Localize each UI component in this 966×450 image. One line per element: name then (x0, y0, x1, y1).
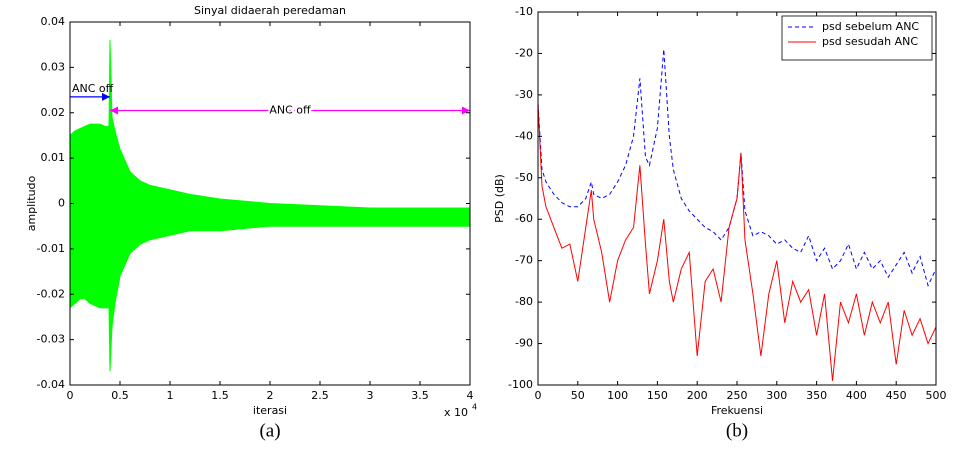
y-tick-label: -100 (508, 378, 533, 391)
arrow-head (110, 106, 118, 115)
y-tick-label: -30 (515, 88, 533, 101)
x-scale-label: x 10 (444, 406, 468, 419)
signal-area (70, 40, 470, 372)
y-tick-label: -50 (515, 171, 533, 184)
y-tick-label: -0.02 (37, 287, 65, 300)
y-tick-label: -10 (515, 5, 533, 18)
caption: (a) (259, 420, 280, 441)
x-tick-label: 1.5 (211, 389, 229, 402)
x-tick-label: 200 (687, 389, 708, 402)
y-tick-label: 0.02 (41, 106, 66, 119)
legend-label: psd sesudah ANC (822, 35, 918, 48)
caption: (b) (726, 420, 748, 441)
y-tick-label: -40 (515, 129, 533, 142)
x-tick-label: 1 (167, 389, 174, 402)
arrow-head (102, 92, 110, 101)
y-tick-label: -0.01 (37, 242, 65, 255)
x-tick-label: 0 (535, 389, 542, 402)
y-tick-label: -60 (515, 212, 533, 225)
legend-label: psd sebelum ANC (822, 20, 919, 33)
x-tick-label: 450 (886, 389, 907, 402)
y-tick-label: 0.03 (41, 60, 66, 73)
x-axis-label: iterasi (253, 404, 287, 417)
y-tick-label: -90 (515, 337, 533, 350)
x-tick-label: 50 (571, 389, 585, 402)
arrow-head (462, 106, 470, 115)
x-tick-label: 2 (267, 389, 274, 402)
x-tick-label: 2.5 (311, 389, 329, 402)
x-tick-label: 150 (647, 389, 668, 402)
y-axis-label: PSD (dB) (493, 174, 506, 223)
x-tick-label: 0.5 (111, 389, 129, 402)
x-tick-label: 400 (846, 389, 867, 402)
x-tick-label: 100 (607, 389, 628, 402)
chart-title: Sinyal didaerah peredaman (194, 4, 346, 17)
y-tick-label: 0 (58, 197, 65, 210)
x-tick-label: 300 (766, 389, 787, 402)
annotation-text: ANC off (269, 103, 311, 116)
x-scale-exp: 4 (472, 403, 477, 412)
x-tick-label: 4 (467, 389, 474, 402)
x-tick-label: 250 (727, 389, 748, 402)
y-tick-label: -0.03 (37, 333, 65, 346)
x-axis-label: Frekuensi (711, 404, 763, 417)
x-tick-label: 3 (367, 389, 374, 402)
x-tick-label: 0 (67, 389, 74, 402)
y-tick-label: 0.01 (41, 151, 66, 164)
x-tick-label: 350 (806, 389, 827, 402)
legend-box (781, 15, 933, 61)
y-tick-label: -70 (515, 254, 533, 267)
psd-line (538, 103, 936, 381)
x-tick-label: 500 (926, 389, 947, 402)
x-tick-label: 3.5 (411, 389, 429, 402)
y-axis-label: amplitudo (25, 175, 38, 231)
y-tick-label: -20 (515, 46, 533, 59)
y-tick-label: -80 (515, 295, 533, 308)
annotation-text: ANC off (72, 82, 114, 95)
y-tick-label: -0.04 (37, 378, 65, 391)
y-tick-label: 0.04 (41, 15, 66, 28)
